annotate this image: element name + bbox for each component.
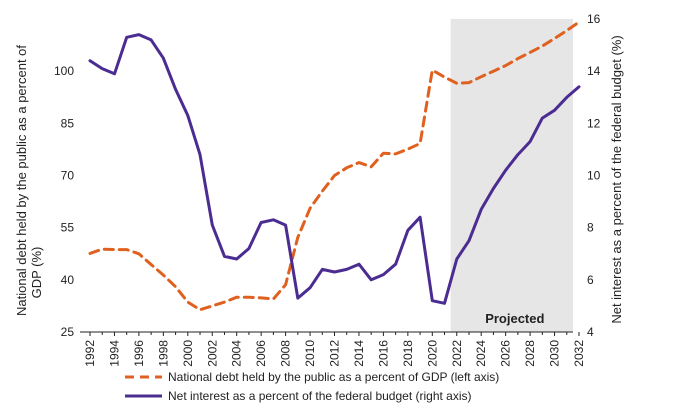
x-tick-label: 2000 — [181, 340, 195, 367]
x-tick-label: 2010 — [303, 340, 317, 367]
x-tick-label: 2008 — [279, 340, 293, 367]
y-left-tick-label: 85 — [61, 116, 75, 130]
y-left-tick-label: 25 — [61, 325, 75, 339]
y-right-tick-label: 16 — [587, 12, 601, 26]
legend-label-interest: Net interest as a percent of the federal… — [168, 389, 472, 403]
x-tick-label: 2032 — [572, 340, 586, 367]
y-right-tick-label: 8 — [587, 221, 594, 235]
x-tick-label: 2030 — [548, 340, 562, 367]
y-left-axis-title-line: GDP (%) — [29, 247, 44, 299]
y-left-tick-label: 70 — [61, 169, 75, 183]
x-tick-label: 2014 — [352, 340, 366, 367]
x-tick-label: 2026 — [499, 340, 513, 367]
legend: National debt held by the public as a pe… — [125, 370, 499, 403]
y-right-tick-label: 6 — [587, 273, 594, 287]
x-tick-label: 2022 — [450, 340, 464, 367]
legend-label-debt: National debt held by the public as a pe… — [168, 370, 499, 384]
y-right-axis-title: Net interest as a percent of the federal… — [609, 35, 624, 323]
y-left-tick-label: 40 — [61, 273, 75, 287]
x-tick-label: 2016 — [376, 340, 390, 367]
y-left-axis-title: National debt held by the public as a pe… — [14, 45, 44, 316]
x-tick-label: 2018 — [401, 340, 415, 367]
y-right-tick-label: 12 — [587, 116, 601, 130]
x-tick-label: 2002 — [205, 340, 219, 367]
x-tick-label: 2004 — [230, 340, 244, 367]
x-tick-label: 1998 — [156, 340, 170, 367]
y-left-axis-title-line: National debt held by the public as a pe… — [14, 45, 29, 316]
x-tick-label: 1994 — [107, 340, 121, 367]
x-tick-label: 2006 — [254, 340, 268, 367]
x-tick-label: 1996 — [132, 340, 146, 367]
x-tick-label: 2028 — [523, 340, 537, 367]
y-right-tick-label: 4 — [587, 325, 594, 339]
y-right-tick-label: 14 — [587, 64, 601, 78]
y-right-tick-label: 10 — [587, 169, 601, 183]
projected-region — [450, 19, 573, 332]
series-line-interest — [88, 33, 581, 305]
series-line-debt — [88, 20, 581, 312]
x-tick-label: 2024 — [474, 340, 488, 367]
y-left-tick-label: 55 — [61, 221, 75, 235]
x-tick-label: 2020 — [425, 340, 439, 367]
y-left-tick-label: 100 — [54, 64, 74, 78]
x-tick-label: 2012 — [328, 340, 342, 367]
x-tick-label: 1992 — [83, 340, 97, 367]
projected-label: Projected — [485, 311, 544, 326]
